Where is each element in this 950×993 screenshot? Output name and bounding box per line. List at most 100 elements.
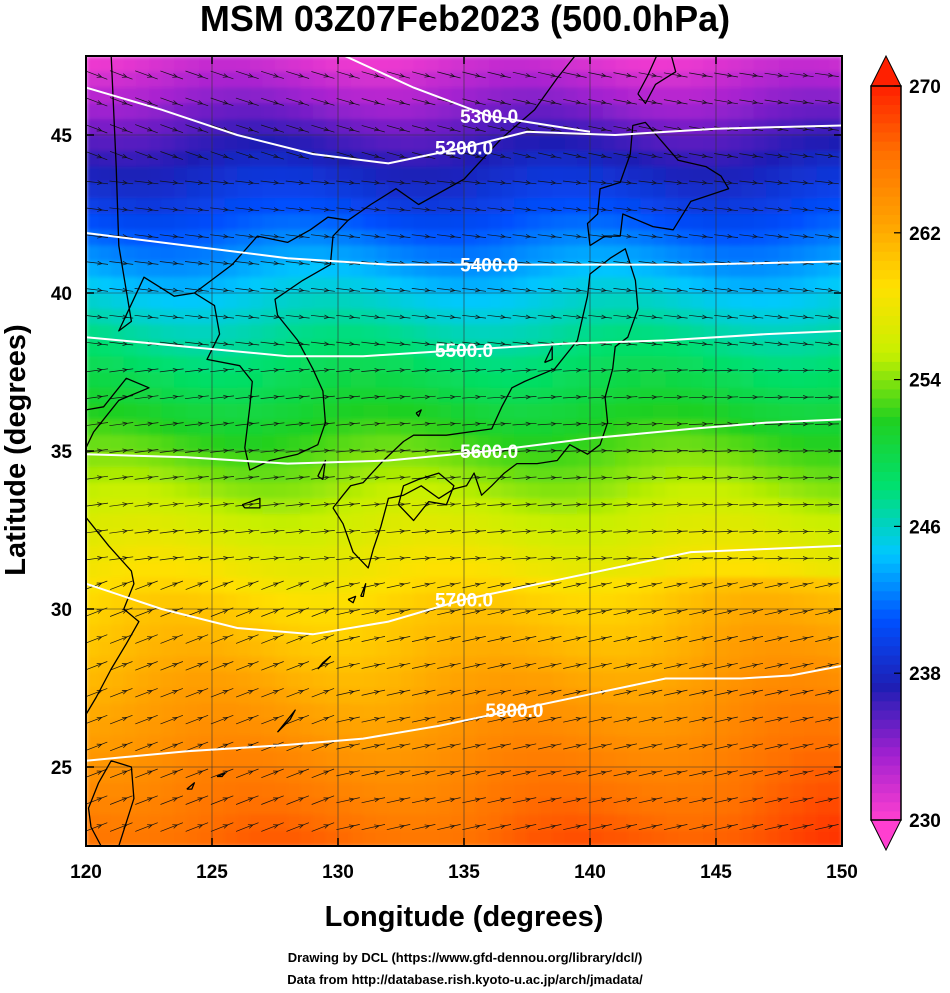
field-cell bbox=[464, 688, 478, 705]
field-cell bbox=[174, 403, 188, 421]
field-cell bbox=[338, 782, 352, 800]
colorbar-min-arrow bbox=[870, 819, 902, 852]
field-cell bbox=[174, 87, 188, 105]
wind-arrowhead bbox=[172, 448, 179, 454]
field-cell bbox=[438, 56, 453, 73]
field-cell bbox=[615, 719, 629, 737]
field-cell bbox=[716, 198, 730, 215]
contour-line-5500 bbox=[86, 329, 842, 358]
field-cell bbox=[199, 830, 213, 846]
field-cell bbox=[653, 150, 667, 168]
wind-arrowhead bbox=[222, 770, 229, 775]
field-cell bbox=[186, 229, 201, 247]
field-cell bbox=[829, 703, 842, 721]
wind-arrowhead bbox=[626, 314, 633, 320]
field-cell bbox=[249, 403, 264, 421]
wind-arrowhead bbox=[651, 234, 658, 239]
field-cell bbox=[779, 482, 793, 500]
field-cell bbox=[552, 277, 566, 294]
wind-arrowhead bbox=[424, 636, 431, 641]
field-cell bbox=[438, 514, 453, 531]
wind-streamline bbox=[135, 634, 158, 644]
field-cell bbox=[766, 593, 780, 610]
wind-streamline bbox=[663, 662, 688, 669]
wind-streamline bbox=[663, 503, 688, 506]
field-cell bbox=[111, 466, 125, 484]
wind-arrowhead bbox=[449, 502, 456, 507]
field-cell bbox=[728, 498, 743, 516]
field-cell bbox=[325, 214, 339, 231]
field-cell bbox=[539, 135, 554, 152]
field-cell bbox=[816, 135, 831, 152]
field-cell bbox=[149, 482, 163, 500]
field-cell bbox=[816, 214, 831, 231]
wind-streamline bbox=[638, 797, 663, 804]
field-cell bbox=[287, 261, 302, 279]
wind-streamline bbox=[663, 770, 688, 777]
wind-streamline bbox=[210, 180, 235, 185]
wind-arrowhead bbox=[348, 582, 355, 588]
field-cell bbox=[615, 751, 629, 768]
field-cell bbox=[451, 71, 465, 89]
field-cell bbox=[149, 688, 163, 705]
field-cell bbox=[779, 435, 793, 452]
field-cell bbox=[489, 672, 503, 689]
field-cell bbox=[552, 830, 566, 846]
wind-streamline bbox=[159, 341, 184, 346]
colorbar-segment bbox=[871, 682, 901, 693]
wind-streamline bbox=[562, 503, 587, 506]
wind-streamline bbox=[537, 770, 562, 777]
wind-arrowhead bbox=[802, 502, 809, 507]
field-cell bbox=[451, 356, 465, 373]
wind-streamline bbox=[537, 609, 562, 616]
wind-streamline bbox=[109, 714, 133, 725]
field-cell bbox=[476, 751, 491, 768]
wind-streamline bbox=[537, 422, 562, 426]
field-cell bbox=[476, 798, 491, 816]
contour-label-5200: 5200.0 bbox=[435, 139, 493, 160]
field-cell bbox=[703, 466, 717, 484]
field-cell bbox=[262, 293, 276, 310]
wind-arrowhead bbox=[399, 663, 406, 668]
wind-streamline bbox=[714, 288, 739, 292]
wind-streamline bbox=[714, 207, 739, 212]
wind-arrowhead bbox=[827, 180, 834, 185]
field-cell bbox=[338, 293, 352, 310]
wind-streamline bbox=[663, 423, 688, 426]
wind-arrowhead bbox=[550, 234, 557, 239]
field-cell bbox=[275, 530, 289, 547]
field-cell bbox=[678, 71, 692, 89]
field-cell bbox=[149, 609, 163, 626]
field-cell bbox=[426, 293, 440, 310]
field-cell bbox=[703, 482, 717, 500]
wind-streamline bbox=[814, 126, 839, 131]
wind-streamline bbox=[789, 770, 814, 777]
field-cell bbox=[564, 688, 579, 705]
wind-arrowhead bbox=[172, 555, 179, 561]
wind-streamline bbox=[235, 180, 260, 185]
field-cell bbox=[350, 767, 365, 784]
field-cell bbox=[199, 514, 213, 531]
wind-streamline bbox=[487, 797, 512, 804]
field-cell bbox=[237, 514, 251, 531]
wind-streamline bbox=[336, 743, 360, 750]
wind-arrowhead bbox=[550, 126, 557, 132]
field-cell bbox=[401, 798, 415, 816]
wind-arrowhead bbox=[500, 502, 507, 507]
field-cell bbox=[527, 293, 541, 310]
wind-arrowhead bbox=[399, 824, 406, 829]
field-cell bbox=[753, 56, 768, 73]
field-cell bbox=[489, 482, 503, 500]
field-cell bbox=[753, 498, 768, 516]
field-cell bbox=[300, 245, 314, 263]
field-cell bbox=[98, 624, 113, 642]
wind-arrowhead bbox=[726, 743, 733, 749]
field-cell bbox=[552, 767, 566, 784]
wind-streamline bbox=[714, 314, 739, 319]
field-cell bbox=[489, 214, 503, 231]
field-cell bbox=[451, 751, 465, 768]
field-cell bbox=[602, 593, 617, 610]
field-cell bbox=[426, 672, 440, 689]
field-cell bbox=[186, 261, 201, 279]
wind-arrowhead bbox=[802, 636, 809, 641]
